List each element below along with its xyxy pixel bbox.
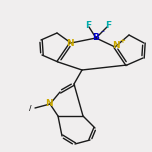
Text: ⁻: ⁻: [100, 29, 104, 38]
Text: F: F: [85, 21, 91, 31]
Text: F: F: [105, 21, 111, 31]
Text: N: N: [45, 100, 53, 109]
Text: +: +: [119, 38, 125, 44]
Text: N: N: [112, 41, 120, 50]
Text: /: /: [29, 105, 31, 111]
Text: B: B: [93, 33, 99, 43]
Text: N: N: [66, 38, 74, 47]
